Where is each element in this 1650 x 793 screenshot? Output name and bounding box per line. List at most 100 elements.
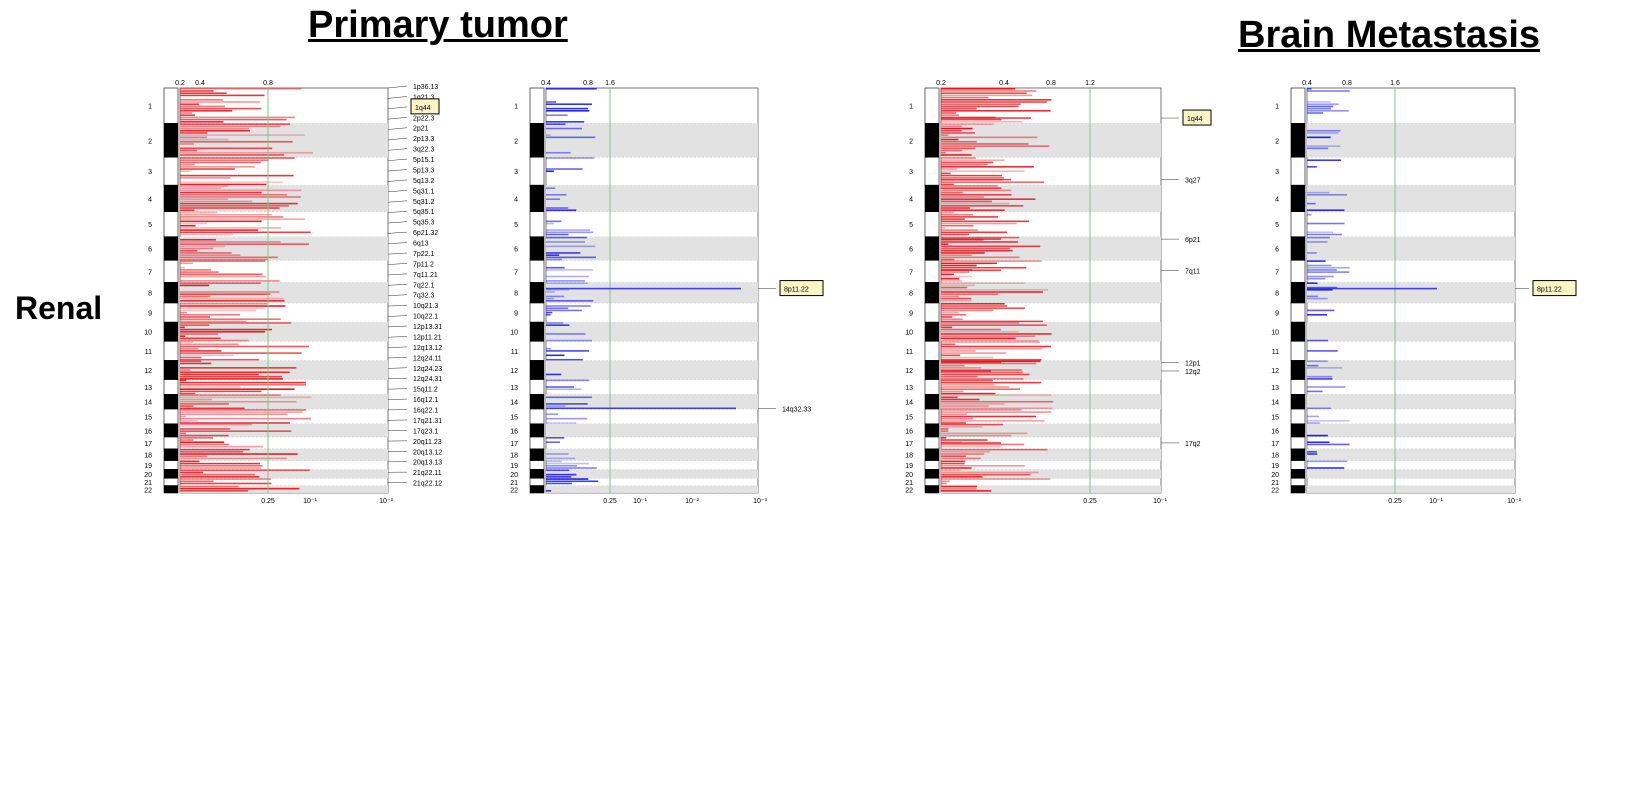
top-tick-label: 1.2	[1085, 80, 1095, 87]
chromosome-block	[1290, 211, 1306, 238]
chromosome-block	[163, 394, 179, 410]
peak-leader-line	[387, 357, 408, 359]
chromosome-block	[924, 236, 940, 261]
peak-leader-line	[387, 377, 408, 380]
peak-label: 7p11.2	[413, 261, 434, 268]
score-bar	[546, 187, 556, 189]
score-bar	[180, 476, 260, 478]
bottom-tick-label: 10⁻¹	[303, 498, 317, 505]
score-bar	[180, 92, 227, 94]
chromosome-label: 17	[905, 441, 913, 448]
chromosome-label: 8	[1275, 291, 1279, 298]
score-bar	[941, 202, 1010, 205]
chromosome-label: 13	[905, 385, 913, 392]
score-bar	[180, 94, 265, 97]
chromosome-label: 2	[514, 138, 518, 145]
score-bar	[1307, 101, 1331, 103]
chromosome-block	[163, 211, 179, 238]
score-bar	[546, 220, 562, 223]
score-bar	[941, 209, 1005, 211]
peak-leader-line	[387, 315, 408, 317]
score-bar	[546, 441, 561, 444]
score-bar	[180, 443, 230, 446]
score-bar	[546, 417, 588, 420]
score-bar	[941, 400, 1054, 403]
score-bar	[941, 360, 1041, 363]
score-bar	[1307, 209, 1345, 211]
chromosome-block	[1290, 156, 1306, 186]
score-bar	[1307, 420, 1350, 422]
score-bar	[1307, 360, 1328, 363]
peak-bar	[1307, 287, 1437, 290]
peak-label: 16q22.1	[413, 408, 438, 415]
score-bar	[941, 143, 1029, 145]
score-bar	[1307, 105, 1334, 108]
score-bar	[180, 398, 213, 401]
score-bar	[1307, 88, 1312, 90]
score-bar	[546, 465, 577, 467]
chromosome-stripe	[1307, 485, 1515, 493]
score-bar	[180, 110, 233, 112]
chromosome-label: 16	[144, 428, 152, 435]
score-bar	[941, 465, 1025, 467]
score-bar	[180, 297, 284, 300]
score-bar	[941, 266, 1027, 269]
score-bar	[180, 352, 302, 354]
chromosome-label: 8	[148, 291, 152, 298]
score-bar	[180, 482, 272, 485]
chromosome-label: 6	[148, 247, 152, 254]
chromosome-label: 1	[514, 104, 518, 111]
score-bar	[180, 487, 300, 490]
score-bar	[546, 245, 596, 248]
score-bar	[180, 143, 195, 145]
score-bar	[546, 231, 594, 234]
peak-bar	[941, 269, 1001, 272]
score-bar	[941, 245, 1041, 248]
peak-label: 6p21	[1185, 237, 1201, 244]
peak-callout-box	[779, 280, 824, 297]
chromosome-block	[924, 448, 940, 461]
chromosome-block	[529, 477, 545, 486]
score-bar	[180, 181, 284, 184]
score-bar	[546, 207, 569, 209]
score-bar	[1307, 289, 1333, 291]
score-bar	[941, 471, 1039, 474]
score-bar	[546, 473, 577, 476]
score-bar	[941, 322, 1019, 324]
score-bar	[941, 224, 974, 227]
chromosome-block	[924, 408, 940, 425]
score-bar	[180, 159, 269, 162]
score-bar	[941, 415, 1037, 418]
score-bar	[941, 149, 963, 152]
chromosome-label: 20	[144, 472, 152, 479]
bottom-tick-label: 0.25	[1388, 498, 1402, 505]
score-bar	[941, 411, 1051, 413]
score-bar	[180, 367, 297, 369]
top-tick-label: 0.4	[195, 80, 205, 87]
score-bar	[180, 407, 245, 410]
score-bar	[1307, 386, 1346, 388]
chromosome-label: 17	[510, 441, 518, 448]
chromosome-block	[163, 87, 179, 124]
score-bar	[180, 254, 241, 256]
peak-label: 17q2	[1185, 441, 1201, 448]
score-bar	[180, 300, 285, 302]
peak-leader-line	[387, 190, 408, 193]
peak-label: 5q13.2	[413, 178, 435, 185]
score-bar	[1307, 132, 1339, 134]
score-bar	[180, 417, 312, 420]
chromosome-block	[924, 477, 940, 486]
score-bar	[941, 185, 998, 187]
chromosome-stripe	[546, 185, 758, 212]
chromosome-label: 17	[144, 441, 152, 448]
score-bar	[180, 322, 292, 324]
score-bar	[941, 478, 1051, 480]
peak-leader-line	[387, 263, 408, 265]
chromosome-label: 15	[1271, 414, 1279, 421]
chromosome-label: 9	[514, 311, 518, 318]
peak-label: 7q11.21	[413, 272, 438, 279]
score-bar	[941, 284, 975, 287]
chromosome-stripe	[546, 360, 758, 380]
chromosome-block	[163, 379, 179, 395]
score-bar	[180, 105, 226, 108]
